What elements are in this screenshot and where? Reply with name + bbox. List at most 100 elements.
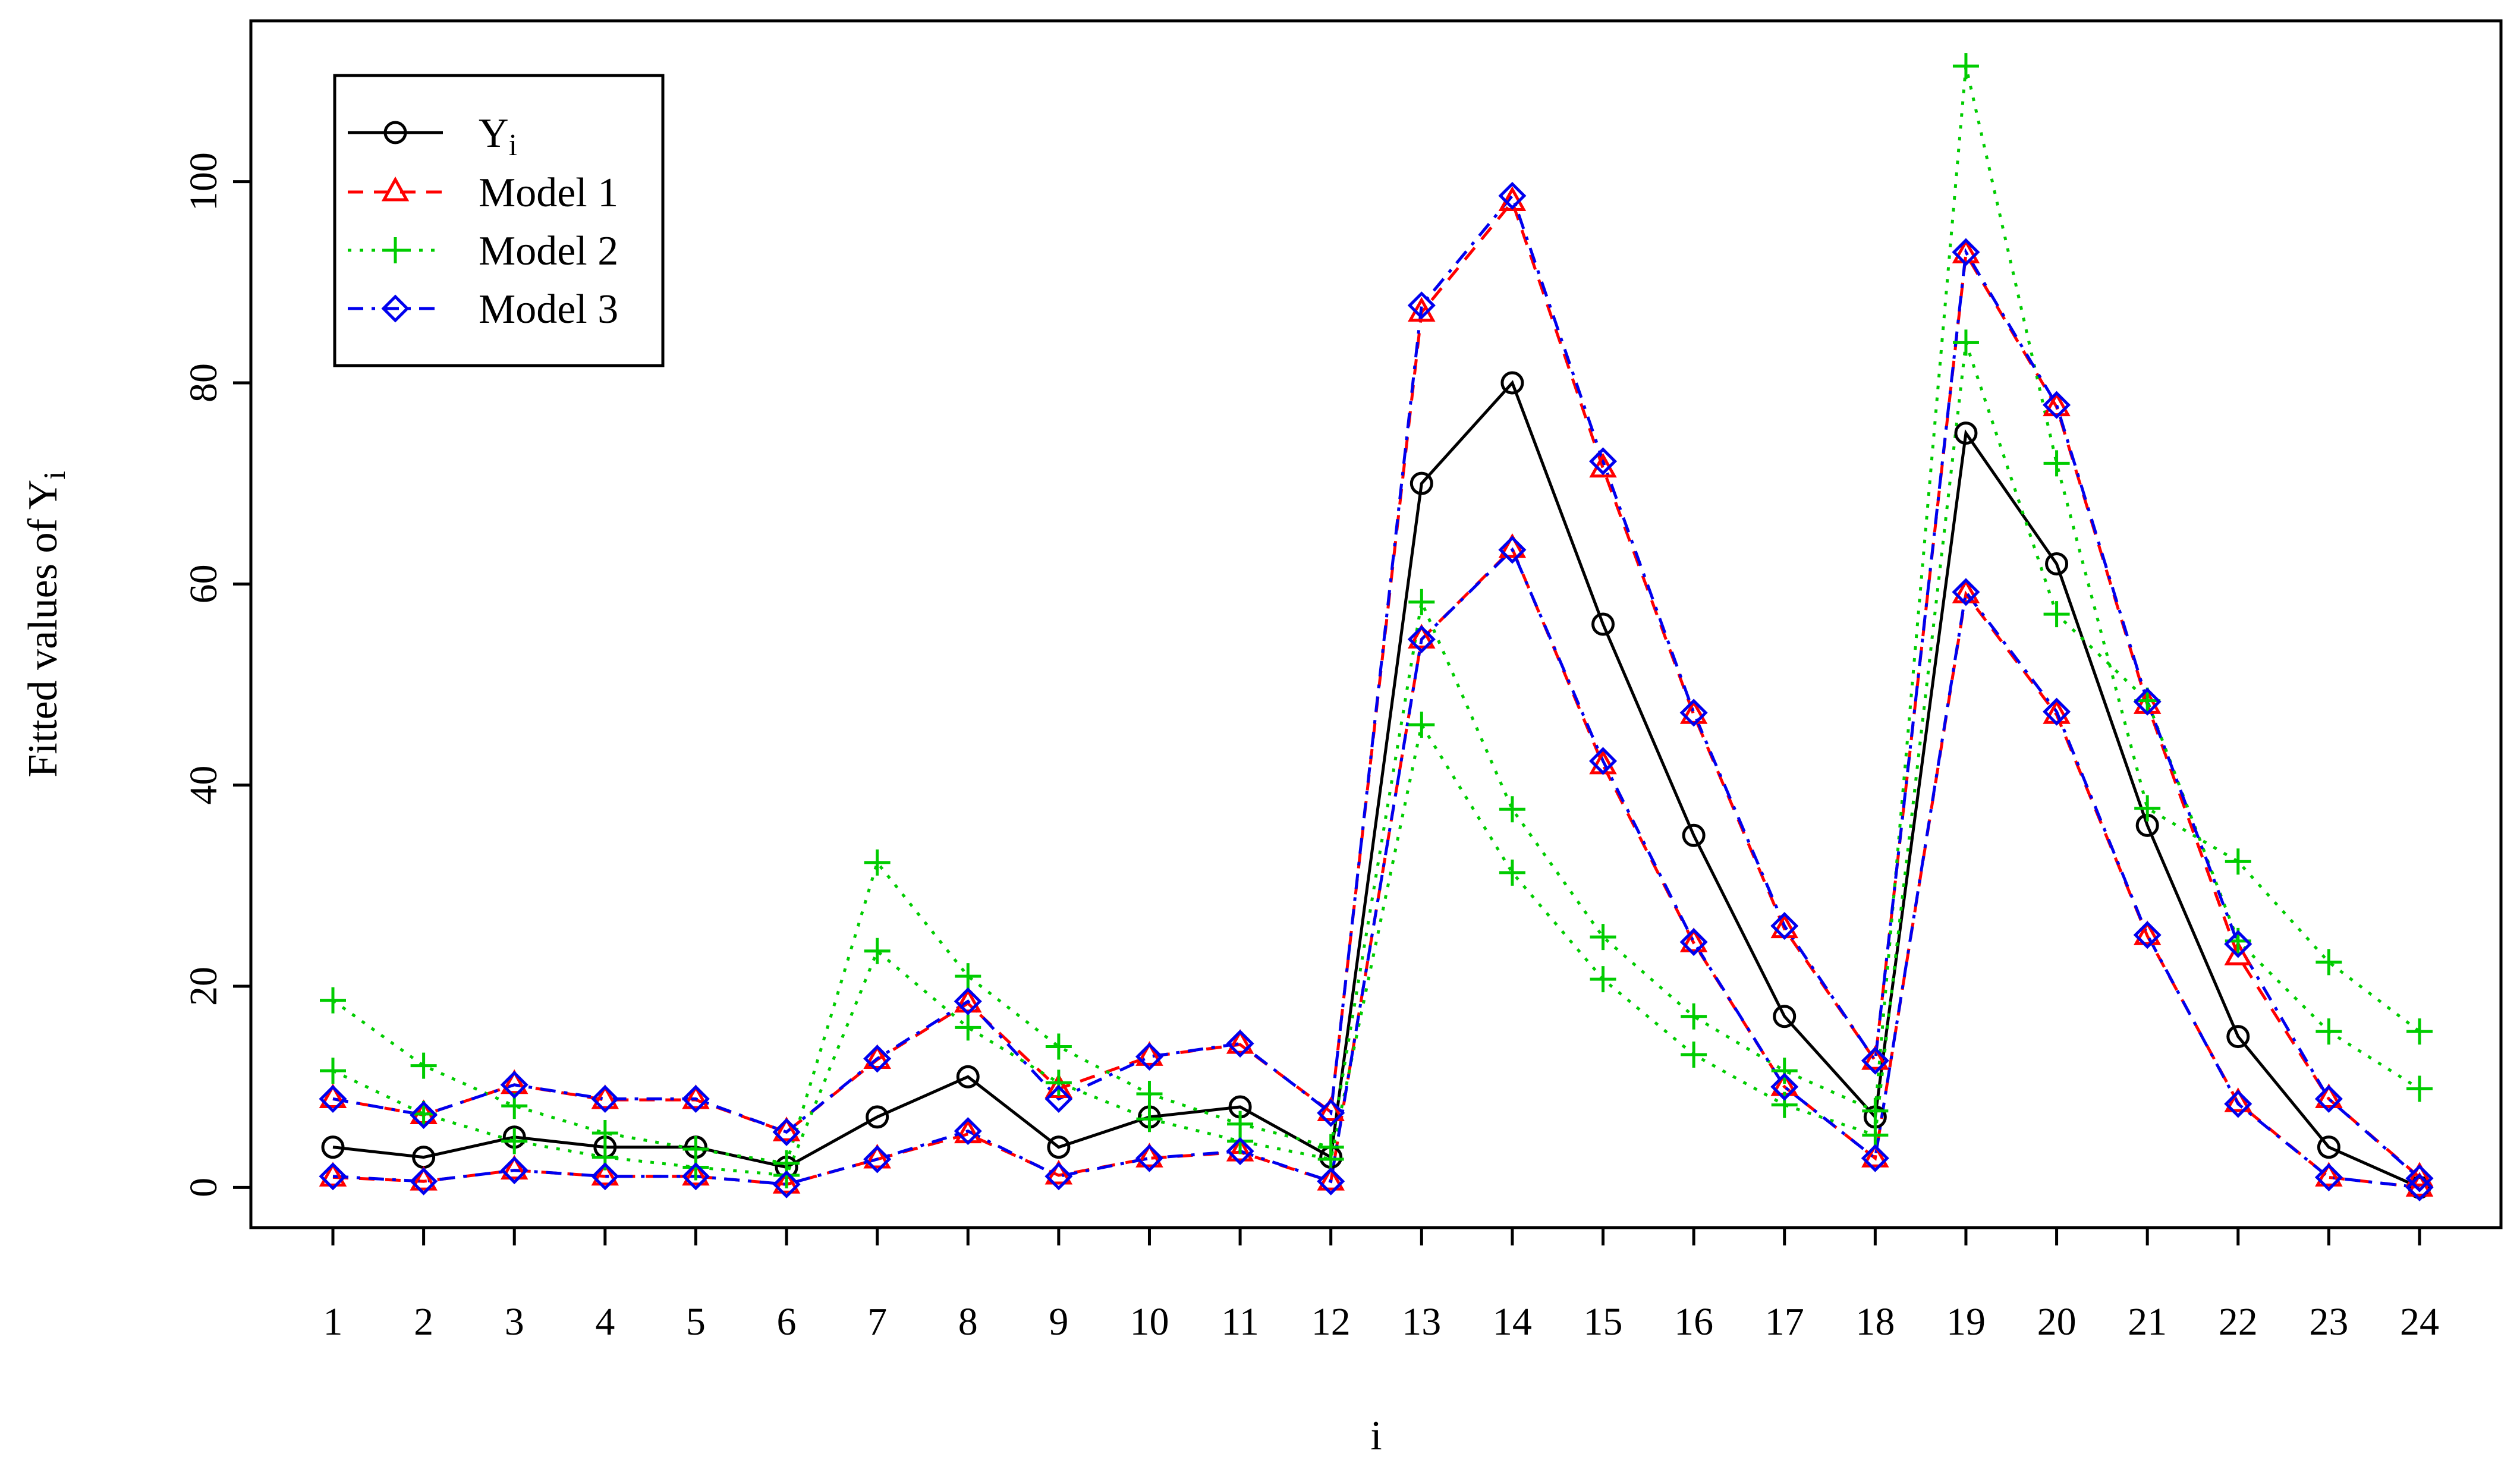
- series-model-1-point: [319, 1162, 347, 1187]
- series-model-2-point: [1952, 53, 1979, 80]
- series-model-1-point: [1226, 1028, 1254, 1054]
- series-model-2-point: [1590, 924, 1616, 951]
- series-model-3-point: [2043, 391, 2071, 419]
- series-model-1-point: [410, 1166, 438, 1191]
- series-model-1-point: [772, 1169, 801, 1194]
- series-model-2-point: [592, 1119, 618, 1146]
- series-y-line: [332, 380, 2421, 1189]
- x-tick-label: 1: [323, 1300, 343, 1344]
- series-model-3-point: [954, 1117, 982, 1146]
- series-model-1-point: [1317, 1096, 1345, 1121]
- series-model-3-line-2: [332, 547, 2420, 1189]
- series-y-point: [1773, 1005, 1797, 1028]
- series-model-1-point: [2133, 920, 2162, 945]
- series-model-2-point: [682, 1154, 709, 1181]
- series-model-2-point: [2225, 848, 2251, 875]
- series-y-point: [1682, 823, 1706, 847]
- y-tick-label: 20: [182, 967, 225, 1006]
- legend-model-3-marker: [381, 294, 410, 323]
- series-model-2-point: [2043, 601, 2070, 628]
- series-model-3-point: [1952, 578, 1980, 606]
- series-model-3-point: [1679, 928, 1708, 957]
- legend-y-marker: [383, 121, 407, 144]
- series-model-3-point: [1952, 238, 1980, 266]
- series-model-2-point: [1408, 589, 1435, 615]
- series-y-point: [2226, 1025, 2250, 1049]
- series-model-1-point: [1498, 533, 1527, 558]
- series-model-3-point: [1770, 911, 1799, 940]
- series-model-2-point: [1952, 329, 1979, 356]
- series-model-3-point: [2043, 697, 2071, 726]
- series-model-2-point: [2043, 450, 2070, 477]
- series-model-3-point: [1770, 1072, 1799, 1101]
- y-tick-label: 40: [182, 766, 225, 805]
- x-tick-label: 19: [1946, 1300, 1986, 1344]
- y-tick-label: 0: [182, 1178, 225, 1197]
- series-model-1-point: [2405, 1162, 2434, 1187]
- series-model-3-point: [2405, 1164, 2434, 1193]
- x-tick-label: 11: [1221, 1300, 1259, 1344]
- legend-model-2-marker: [382, 237, 408, 263]
- plot-frame: [249, 19, 2503, 1229]
- series-y-point: [2317, 1135, 2340, 1159]
- series-model-2-point: [2406, 1018, 2433, 1045]
- series-model-1-point: [2043, 391, 2071, 417]
- y-tick-label: 60: [182, 564, 225, 603]
- series-model-2-point: [864, 849, 891, 876]
- x-tick-label: 3: [505, 1300, 524, 1344]
- series-model-3-point: [2224, 930, 2252, 958]
- series-model-1-point: [1952, 238, 1980, 263]
- x-tick-label: 15: [1584, 1300, 1623, 1344]
- series-model-2-point: [320, 1058, 346, 1084]
- series-model-3-line-1: [332, 193, 2421, 1179]
- series-y-point: [2045, 552, 2069, 575]
- x-tick-label: 7: [867, 1300, 887, 1344]
- series-model-3-point: [2314, 1084, 2343, 1113]
- series-model-1-point: [863, 1143, 891, 1169]
- series-model-3-point: [1679, 699, 1708, 727]
- series-model-3-point: [591, 1162, 619, 1191]
- y-axis-label: Fitted values of Yi: [20, 471, 72, 777]
- series-model-2-point: [501, 1128, 528, 1154]
- series-y-point: [866, 1105, 889, 1129]
- x-tick-label: 10: [1130, 1300, 1169, 1344]
- series-model-3-point: [1317, 1099, 1345, 1127]
- y-tick-label: 80: [182, 363, 225, 402]
- series-model-1-point: [1317, 1166, 1345, 1191]
- series-model-3-point: [319, 1162, 347, 1191]
- series-model-2-point: [773, 1162, 800, 1189]
- series-y-point: [956, 1065, 980, 1089]
- series-model-2-line-2: [332, 342, 2421, 1177]
- series-model-3-point: [1407, 291, 1436, 320]
- series-model-2-point: [1681, 1003, 1707, 1030]
- series-model-1-point: [500, 1154, 528, 1180]
- x-tick-label: 21: [2128, 1300, 2167, 1344]
- series-model-2-point: [1771, 1091, 1798, 1118]
- series-model-2-point: [1590, 966, 1616, 993]
- series-y-point: [321, 1135, 345, 1159]
- series-model-3-point: [1588, 447, 1618, 476]
- series-model-3-point: [1317, 1167, 1345, 1196]
- series-model-1-point: [319, 1083, 347, 1108]
- series-model-1-point: [591, 1160, 619, 1186]
- series-model-1-point: [682, 1084, 710, 1109]
- series-model-3-point: [2314, 1163, 2343, 1191]
- series-y-point: [1410, 471, 1433, 495]
- series-model-2-point: [1771, 1058, 1798, 1084]
- x-tick-label: 20: [2037, 1300, 2077, 1344]
- series-model-2-line-1: [332, 65, 2421, 1165]
- series-model-3-point: [1407, 625, 1436, 653]
- series-model-3-point: [772, 1170, 801, 1198]
- series-model-1-point: [2315, 1162, 2343, 1187]
- series-model-2-point: [864, 938, 891, 964]
- series-model-1-point: [591, 1084, 619, 1109]
- series-model-1-point: [1226, 1137, 1254, 1162]
- series-model-3-point: [500, 1156, 528, 1185]
- series-model-1-point: [2315, 1083, 2343, 1108]
- series-model-3-point: [500, 1071, 528, 1099]
- x-tick-label: 2: [414, 1300, 433, 1344]
- x-tick-label: 23: [2309, 1300, 2348, 1344]
- x-tick-label: 14: [1493, 1300, 1532, 1344]
- series-model-3-point: [319, 1084, 347, 1113]
